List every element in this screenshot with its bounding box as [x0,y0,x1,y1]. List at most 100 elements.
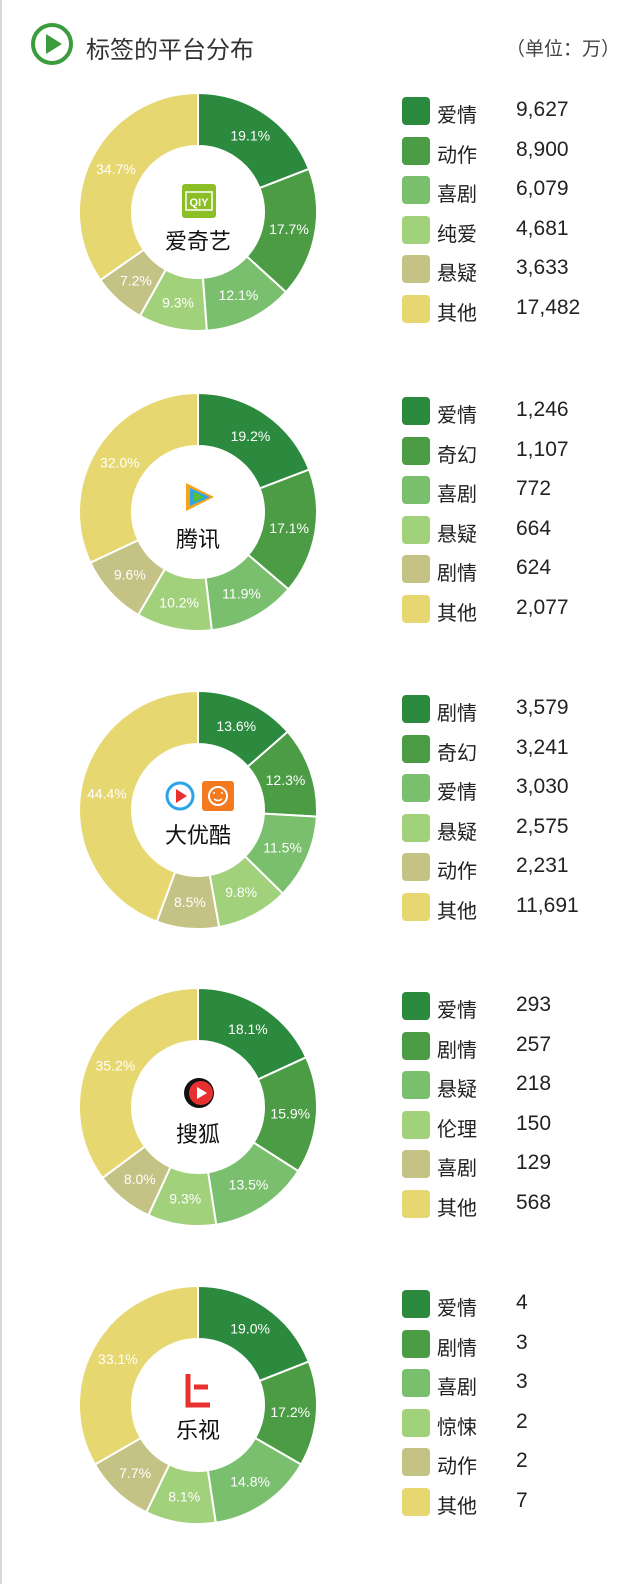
legend-label: 喜剧 [437,184,477,206]
legend-swatch [402,294,430,323]
legend-item: 伦理 150 [402,1108,632,1144]
svg-text:QIY: QIY [190,197,210,209]
legend-value: 257 [516,1032,552,1056]
legend-label: 动作 [437,1456,477,1478]
slice-percent-label: 18.1% [228,1021,268,1037]
legend-value: 4 [516,1291,528,1314]
slice-percent-label: 34.7% [96,161,136,177]
platform-name-tencent: 腾讯 [175,527,220,552]
slice-percent-label: 13.6% [216,718,256,734]
slice-percent-label: 33.1% [98,1351,138,1367]
legend-item: 喜剧 6,079 [402,173,632,209]
slice-percent-label: 11.9% [222,586,261,602]
legend-item: 其他 2,077 [402,592,632,628]
legend-item: 剧情 624 [402,552,632,588]
legend-item: 爱情 4 [402,1287,632,1323]
play-circle-icon [31,23,73,65]
donut-chart-letv: 19.0% 17.2% 14.8% 8.1% 7.7% 33.1% [78,1285,318,1525]
legend-item: 剧情 3,579 [402,692,632,728]
legend-value: 218 [516,1072,552,1095]
legend-label: 动作 [437,144,477,167]
legend-value: 568 [516,1190,552,1214]
legend-label: 爱情 [437,1298,477,1320]
legend-item: 悬疑 664 [402,513,632,549]
slice-percent-label: 17.7% [269,221,309,237]
slice-percent-label: 17.1% [269,520,309,536]
legend-swatch [402,594,430,623]
legend-swatch [402,992,430,1020]
platform-section-sohu: 18.1% 15.9% 13.5% 9.3% 8.0% 35.2% 搜狐 爱情 293 剧情 2… [0,987,640,1287]
legend-value: 1,107 [516,437,569,461]
page-title: 标签的平台分布 [86,37,254,64]
legend-item: 奇幻 1,107 [402,434,632,470]
legend-swatch [402,695,430,723]
legend-label: 其他 [437,1495,477,1518]
legend-item: 动作 8,900 [402,134,632,170]
legend-swatch [402,1031,430,1060]
slice-percent-label: 8.1% [168,1488,200,1504]
legend-value: 17,482 [516,295,581,319]
slice-percent-label: 9.3% [162,294,194,310]
platform-section-youku: 13.6% 12.3% 11.5% 9.8% 8.5% 44.4% 大优酷 剧情 3,579… [0,690,640,990]
legend-label: 悬疑 [437,1079,477,1101]
legend-item: 爱情 3,030 [402,771,632,807]
legend-label: 爱情 [437,105,477,127]
legend-swatch [402,555,430,583]
legend-value: 9,627 [516,98,569,121]
platform-name-youku: 大优酷 [164,823,231,848]
legend-swatch [402,892,430,921]
platform-section-iqiyi: 19.1% 17.7% 12.1% 9.3% 7.2% 34.7% QIY 爱奇艺 爱情 9… [0,92,640,392]
legend-value: 772 [516,477,552,500]
legend-swatch [402,255,430,283]
legend-label: 剧情 [437,1337,477,1360]
legend-item: 剧情 3 [402,1327,632,1363]
legend-swatch [402,813,430,842]
platform-name-sohu: 搜狐 [175,1122,220,1147]
slice-percent-label: 32.0% [100,454,140,470]
legend-label: 剧情 [437,563,477,585]
donut-slice [78,392,199,565]
legend-swatch [402,1487,430,1516]
legend-swatch [402,1110,430,1139]
legend-swatch [402,136,430,165]
legend-value: 664 [516,516,552,540]
slice-percent-label: 9.8% [225,884,257,900]
slice-percent-label: 35.2% [96,1057,136,1073]
legend-item: 剧情 257 [402,1029,632,1065]
legend-value: 624 [516,556,552,579]
legend-swatch [402,1290,430,1318]
slice-percent-label: 13.5% [229,1176,269,1192]
legend-swatch [402,1071,430,1099]
youku-tudou-logo [164,780,236,817]
legend-label: 奇幻 [437,742,477,765]
legend-value: 8,900 [516,137,569,161]
slice-percent-label: 44.4% [87,786,127,802]
legend-item: 爱情 9,627 [402,94,632,130]
legend-value: 3,241 [516,735,569,759]
tencent-video-logo [180,480,218,519]
legend-value: 3,633 [516,256,569,279]
platform-name-letv: 乐视 [175,1418,220,1443]
legend-label: 动作 [437,861,477,883]
legend-swatch [402,734,430,763]
legend-label: 悬疑 [437,821,477,844]
slice-percent-label: 8.0% [124,1171,156,1187]
header: 标签的平台分布 （单位：万） [30,22,620,70]
iqiyi-logo: QIY [182,184,216,223]
legend-swatch [402,1150,430,1178]
legend-label: 剧情 [437,703,477,725]
legend-swatch [402,176,430,204]
donut-slice [78,690,199,923]
legend-item: 其他 7 [402,1485,632,1521]
legend-swatch [402,1329,430,1358]
platform-section-letv: 19.0% 17.2% 14.8% 8.1% 7.7% 33.1% 乐视 爱情 4 剧情 3 喜剧… [0,1285,640,1585]
legend-label: 爱情 [437,782,477,804]
legend-item: 悬疑 218 [402,1068,632,1104]
legend-label: 其他 [437,900,477,923]
legend-value: 129 [516,1151,552,1174]
slice-percent-label: 19.1% [230,128,270,144]
slice-percent-label: 10.2% [159,595,199,611]
slice-percent-label: 14.8% [230,1473,270,1489]
donut-chart-iqiyi: 19.1% 17.7% 12.1% 9.3% 7.2% 34.7% [78,92,318,332]
legend-swatch [402,97,430,125]
